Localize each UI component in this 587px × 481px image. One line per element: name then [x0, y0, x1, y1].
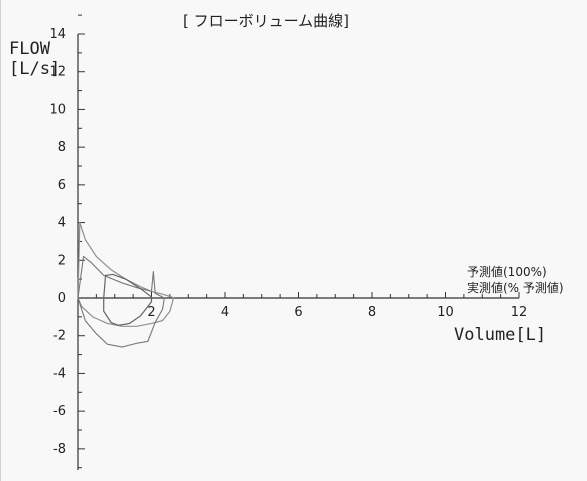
y-tick-label: 2	[58, 253, 66, 268]
x-axis-label: Volume[L]	[454, 325, 547, 345]
x-tick-label: 2	[147, 305, 155, 320]
chart-title: [ フローボリューム曲線]	[183, 12, 350, 30]
y-tick-label: -2	[53, 329, 66, 344]
y-axis-label-flow: FLOW	[9, 39, 50, 59]
y-tick-label: 0	[58, 291, 66, 306]
y-axis-label-unit: [L/s]	[9, 59, 61, 79]
y-tick-label: 4	[58, 216, 66, 231]
series-line-1	[77, 221, 175, 327]
legend-item-measured: 実測値(% 予測値)	[467, 281, 564, 295]
x-tick-label: 10	[437, 305, 454, 320]
x-tick-label: 8	[368, 305, 376, 320]
series-layer	[77, 221, 175, 348]
ticks-layer: 2 4 6 8 10 12 14 12 10 8 6 4 2 0 -2 -4 -6 -8	[49, 14, 528, 469]
legend-item-predicted: 予測値(100%)	[467, 265, 547, 279]
x-tick-label: 4	[221, 305, 229, 320]
y-tick-label: 10	[49, 102, 66, 117]
y-tick-label: -8	[53, 442, 66, 457]
y-tick-label: 12	[49, 65, 66, 80]
y-tick-label: 14	[49, 27, 66, 42]
series-line-2	[77, 255, 165, 348]
y-tick-label: -6	[53, 404, 66, 419]
y-tick-label: -4	[53, 366, 66, 381]
x-tick-label: 6	[294, 305, 302, 320]
y-tick-label: 6	[58, 178, 66, 193]
axes-layer	[77, 34, 519, 470]
chart-legend: 予測値(100%) 実測値(% 予測値)	[467, 264, 564, 296]
x-tick-label: 12	[511, 305, 528, 320]
y-tick-label: 8	[58, 140, 66, 155]
series-line-3	[103, 273, 153, 326]
